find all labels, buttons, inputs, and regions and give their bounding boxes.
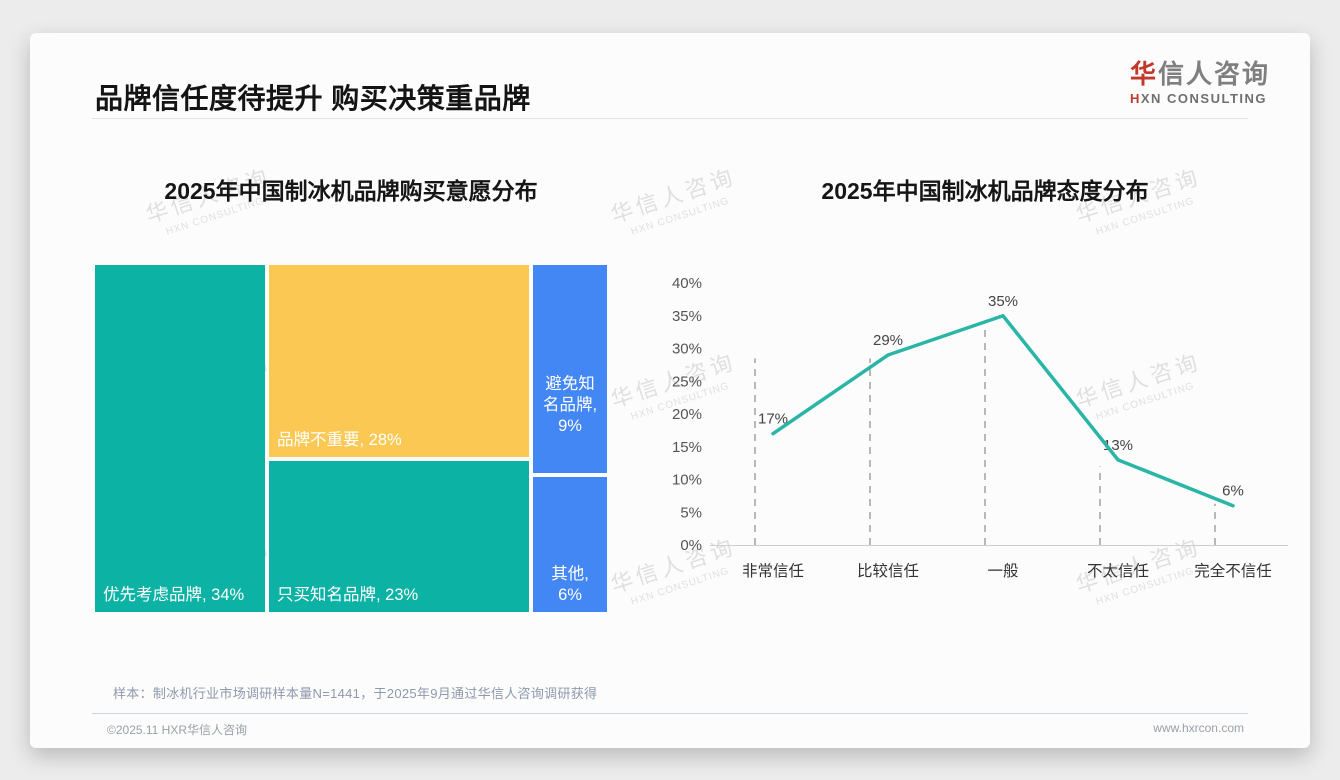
y-axis-tick-label: 10%: [672, 472, 702, 489]
y-axis-tick-label: 30%: [672, 341, 702, 358]
y-axis-tick-label: 15%: [672, 439, 702, 456]
x-axis-category-label: 比较信任: [857, 562, 919, 580]
treemap-block-avoid-known-brand: 避免知名品牌, 9%: [533, 265, 607, 473]
data-point-label: 35%: [988, 293, 1018, 310]
y-axis-tick-label: 20%: [672, 406, 702, 423]
treemap-block-other: 其他, 6%: [533, 477, 607, 612]
treemap-chart-title: 2025年中国制冰机品牌购买意愿分布: [164, 178, 538, 204]
x-axis-category-label: 完全不信任: [1194, 562, 1272, 580]
y-axis-tick-label: 5%: [680, 504, 702, 521]
data-point-label: 17%: [758, 411, 788, 428]
line-chart-title: 2025年中国制冰机品牌态度分布: [821, 178, 1149, 204]
logo-chinese-text: 华信人咨询: [1130, 61, 1270, 87]
logo-en-red-char: H: [1129, 91, 1141, 106]
header-divider: [92, 118, 1248, 119]
sample-footnote: 样本：制冰机行业市场调研样本量N=1441，于2025年9月通过华信人咨询调研获…: [113, 686, 598, 701]
x-axis-category-label: 一般: [987, 562, 1018, 580]
y-axis-tick-label: 0%: [680, 537, 702, 554]
copyright-text: ©2025.11 HXR华信人咨询: [107, 723, 247, 737]
treemap-label: 只买知名品牌, 23%: [277, 586, 419, 604]
logo-zh-red-char: 华: [1129, 59, 1158, 89]
company-logo: 华信人咨询 HXN CONSULTING: [1130, 61, 1270, 105]
treemap-label: 其他, 6%: [551, 565, 589, 604]
data-point-label: 29%: [873, 332, 903, 349]
logo-english-text: HXN CONSULTING: [1130, 92, 1270, 105]
website-text: www.hxrcon.com: [1153, 721, 1244, 735]
footer-divider: [92, 713, 1248, 714]
y-axis-tick-label: 35%: [672, 308, 702, 325]
footer: ©2025.11 HXR华信人咨询 www.hxrcon.com: [107, 721, 1244, 738]
purchase-intention-treemap: 优先考虑品牌, 34% 品牌不重要, 28% 只买知名品牌, 23% 避免知名品…: [95, 265, 607, 612]
x-axis-category-label: 不太信任: [1087, 562, 1149, 580]
data-point-label: 6%: [1222, 483, 1244, 500]
treemap-block-prefer-brand: 优先考虑品牌, 34%: [95, 265, 265, 612]
x-axis-category-label: 非常信任: [742, 562, 804, 580]
logo-en-gray-chars: XN CONSULTING: [1140, 91, 1268, 106]
page-title: 品牌信任度待提升 购买决策重品牌: [95, 83, 531, 114]
y-axis-tick-label: 40%: [672, 275, 702, 292]
treemap-label: 品牌不重要, 28%: [277, 431, 402, 449]
logo-zh-gray-chars: 信人咨询: [1157, 59, 1270, 89]
treemap-block-only-known-brand: 只买知名品牌, 23%: [269, 461, 529, 612]
slide-card: 品牌信任度待提升 购买决策重品牌 华信人咨询 HXN CONSULTING 华信…: [30, 33, 1310, 748]
trend-line: [771, 314, 1235, 508]
brand-attitude-line-chart: 0% 5% 10% 15% 20% 25% 30% 35% 40% 非常信任 17% 比较信任 29% 一…: [672, 275, 1288, 580]
treemap-block-brand-unimportant: 品牌不重要, 28%: [269, 265, 529, 457]
treemap-label: 避免知名品牌, 9%: [542, 374, 598, 435]
treemap-label: 优先考虑品牌, 34%: [103, 586, 245, 604]
y-axis-tick-label: 25%: [672, 373, 702, 390]
